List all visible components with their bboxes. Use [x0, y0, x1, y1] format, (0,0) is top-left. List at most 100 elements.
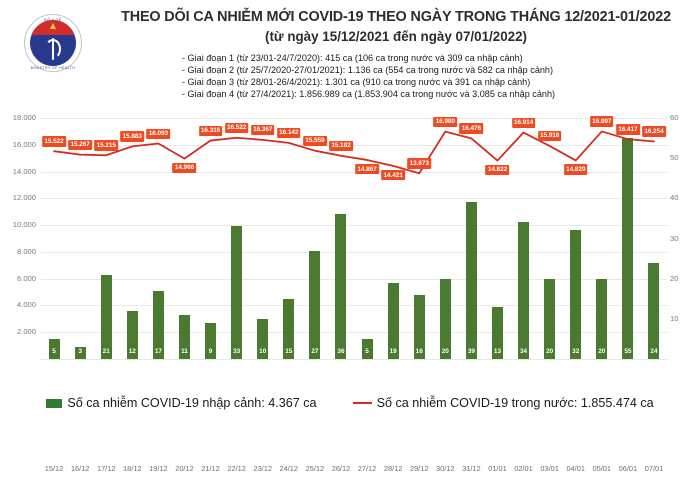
- line-value-label: 14.421: [381, 169, 405, 181]
- legend-item-imported: Số ca nhiễm COVID-19 nhập cảnh: 4.367 ca: [46, 396, 317, 410]
- x-axis-labels: 15/12 16/12 17/12 18/12 19/12 20/12 21/12 22/12…: [41, 464, 667, 478]
- y-axis-right-tick: 40: [670, 193, 679, 203]
- gridline: [41, 144, 667, 146]
- bar-value-label: 21: [102, 348, 110, 355]
- bar-value-label: 55: [624, 348, 632, 355]
- y-axis-left-tick: 16.000: [12, 139, 36, 149]
- page-subtitle: (từ ngày 15/12/2021 đến ngày 07/01/2022): [264, 29, 528, 44]
- bar-value-label: 13: [493, 348, 501, 355]
- bar: [648, 262, 660, 359]
- y-axis-right-tick: 60: [670, 113, 679, 122]
- bar: [335, 214, 347, 359]
- gridline: [41, 305, 667, 307]
- bar-value-label: 5: [365, 348, 369, 355]
- line-value-label: 16.476: [459, 123, 484, 134]
- y-axis-left-tick: 8.000: [16, 246, 36, 256]
- x-axis-tick-label: 22/12: [227, 464, 246, 473]
- gridline: [41, 171, 667, 173]
- page-title: THEO DÕI CA NHIỄM MỚI COVID-19 THEO NGÀY…: [121, 9, 671, 25]
- bar-value-label: 15: [285, 348, 293, 355]
- line-value-label: 14.829: [563, 164, 588, 175]
- x-axis-tick-label: 15/12: [44, 464, 64, 473]
- bar-value-label: 17: [154, 348, 162, 355]
- line-value-label: 15.267: [68, 139, 92, 150]
- y-axis-right-tick: 50: [670, 153, 679, 163]
- bar: [413, 294, 425, 359]
- y-axis-left-tick: 4.000: [16, 300, 36, 310]
- bar-value-label: 39: [467, 348, 475, 355]
- line-value-label: 14.867: [355, 163, 379, 175]
- title-block: THEO DÕI CA NHIỄM MỚI COVID-19 THEO NGÀY…: [96, 8, 696, 46]
- bar: [178, 314, 190, 359]
- y-axis-left-tick: 2.000: [16, 327, 36, 337]
- line-value-label: 16.367: [250, 124, 275, 136]
- y-axis-right-tick: 30: [670, 233, 679, 243]
- legend-line-label: Số ca nhiễm COVID-19 trong nước: 1.855.4…: [376, 396, 654, 410]
- phase-line: - Giai đoạn 3 (từ 28/01-26/4/2021): 1.30…: [182, 77, 531, 88]
- bar-value-label: 5: [52, 348, 56, 355]
- bar-value-label: 12: [128, 348, 136, 355]
- line-value-label: 16.142: [276, 127, 301, 139]
- line-value-label: 16.997: [589, 116, 614, 127]
- bar: [387, 282, 399, 359]
- y-axis-right-tick: 10: [670, 313, 679, 323]
- line-value-label: 14.966: [172, 162, 197, 173]
- bar-value-label: 36: [337, 348, 345, 355]
- line-value-label: 16.093: [146, 128, 171, 139]
- gridline: [41, 251, 667, 253]
- x-axis-tick-label: 28/12: [383, 464, 403, 473]
- x-axis-tick-label: 18/12: [123, 464, 142, 473]
- bar: [283, 298, 295, 359]
- bar-value-label: 34: [519, 348, 528, 355]
- logo-star-icon: [50, 23, 56, 29]
- bar-value-label: 19: [389, 348, 397, 355]
- line-value-label: 16.417: [616, 124, 640, 135]
- x-axis-tick-label: 30/12: [436, 464, 455, 473]
- logo-outer-ring: [24, 14, 82, 72]
- x-axis-tick-label: 19/12: [149, 464, 168, 473]
- gridline: [41, 332, 667, 334]
- legend-item-domestic: Số ca nhiễm COVID-19 trong nước: 1.855.4…: [352, 396, 654, 410]
- ministry-of-health-logo: BỘ Y TẾ MINISTRY OF HEALTH: [20, 6, 86, 92]
- phase-line: - Giai đoạn 4 (từ 27/4/2021): 1.856.989 …: [182, 89, 556, 100]
- bar: [544, 278, 556, 359]
- bar: [48, 338, 60, 359]
- x-axis-tick-label: 21/12: [201, 464, 220, 473]
- line-value-label: 15.182: [329, 140, 353, 152]
- logo-text-english: MINISTRY OF HEALTH: [30, 66, 76, 70]
- phase-line: - Giai đoạn 2 (từ 25/7/2020-27/01/2021):…: [182, 65, 554, 76]
- line-value-label: 15.559: [303, 135, 327, 147]
- chart-header: BỘ Y TẾ MINISTRY OF HEALTH THEO DÕI CA N…: [0, 0, 700, 104]
- logo-inner-disc: [30, 20, 76, 66]
- line-value-label: 16.522: [224, 122, 249, 134]
- bar-value-label: 20: [441, 348, 449, 355]
- phase-line: - Giai đoạn 1 (từ 23/01-24/7/2020): 415 …: [182, 53, 523, 63]
- x-axis-tick-label: 05/01: [592, 464, 612, 473]
- gridline: [41, 118, 667, 119]
- line-value-label: 13.873: [407, 158, 432, 169]
- y-axis-right-tick: 20: [670, 273, 679, 283]
- bar-value-label: 16: [415, 348, 423, 355]
- logo-rod-icon: [52, 38, 54, 60]
- bar-value-label: 27: [311, 348, 319, 355]
- x-axis-tick-label: 16/12: [70, 464, 90, 473]
- line-value-label: 15.215: [94, 140, 119, 151]
- x-axis-tick-label: 24/12: [279, 464, 299, 473]
- x-axis-tick-label: 23/12: [253, 464, 272, 473]
- x-axis-tick-label: 25/12: [305, 464, 325, 473]
- chart-legend: Số ca nhiễm COVID-19 nhập cảnh: 4.367 ca…: [0, 392, 700, 414]
- y-axis-left-tick: 18.000: [12, 113, 36, 122]
- bar: [257, 318, 269, 359]
- bar: [361, 338, 373, 359]
- bar-value-label: 3: [78, 348, 82, 355]
- line-value-label: 15.883: [120, 131, 145, 142]
- bar: [100, 274, 112, 359]
- x-axis-tick-label: 07/01: [644, 464, 664, 473]
- bar: [465, 202, 477, 359]
- legend-bar-label: Số ca nhiễm COVID-19 nhập cảnh: 4.367 ca: [67, 396, 317, 410]
- bar-value-label: 33: [233, 348, 241, 355]
- bar: [622, 138, 634, 359]
- line-path: [53, 130, 655, 175]
- x-axis-tick-label: 27/12: [357, 464, 377, 473]
- x-axis-tick-label: 03/01: [540, 464, 559, 473]
